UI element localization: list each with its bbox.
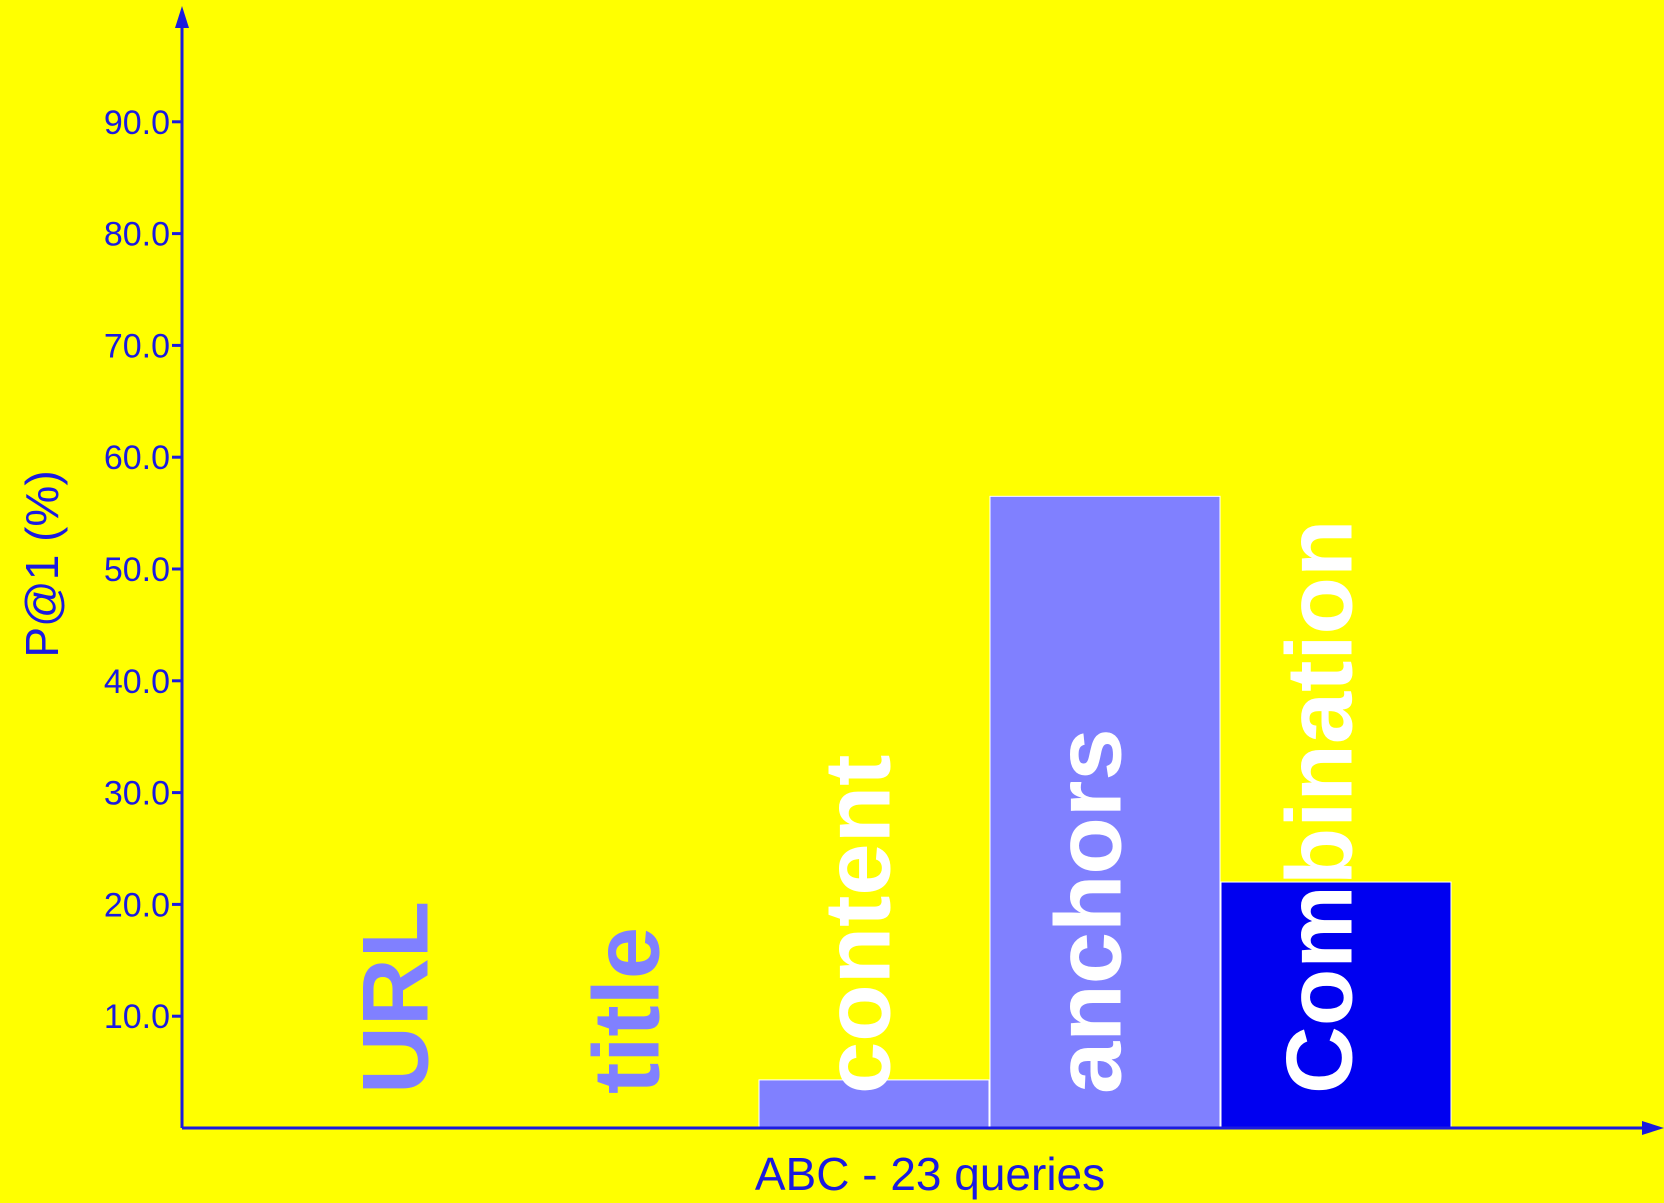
y-axis-title: P@1 (%) [16,470,68,657]
bar-label-url: URL [343,901,448,1094]
y-axis-arrow-icon [175,6,189,28]
y-tick-label: 30.0 [104,775,170,813]
bar-label-title: title [574,927,679,1094]
y-tick-label: 50.0 [104,551,170,589]
axes-group [175,6,1664,1135]
bar-label-anchors: anchors [1036,728,1141,1094]
bar-combination [1220,881,1452,1129]
y-tick-label: 10.0 [104,998,170,1036]
x-axis-arrow-icon [1642,1121,1664,1135]
bar-anchors [989,495,1221,1129]
y-tick-label: 20.0 [104,886,170,924]
bars-group [297,495,1452,1129]
y-tick-label: 70.0 [104,327,170,365]
y-tick-label: 80.0 [104,216,170,254]
y-tick-label: 60.0 [104,439,170,477]
bar-label-combination: Combination [1267,520,1372,1094]
y-tick-label: 40.0 [104,663,170,701]
bar-content [758,1079,990,1129]
bar-labels-group: URL title content anchors Combination [343,520,1372,1094]
y-ticks-group: 10.0 20.0 30.0 40.0 50.0 60.0 70.0 80.0 90.0 [104,104,182,1036]
bar-label-content: content [805,755,910,1094]
x-axis-title: ABC - 23 queries [755,1148,1105,1200]
y-tick-label: 90.0 [104,104,170,142]
